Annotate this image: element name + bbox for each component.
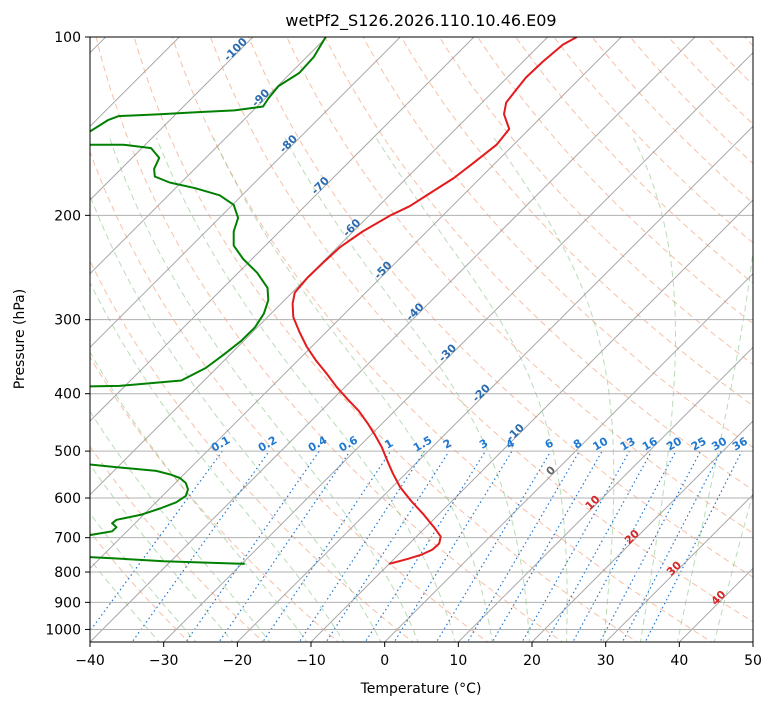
isotherm xyxy=(90,37,328,275)
dry-adiabat xyxy=(629,37,753,165)
mixing-ratio-line xyxy=(621,450,722,642)
x-tick-label: 50 xyxy=(744,653,762,669)
mixing-ratio-line xyxy=(185,450,320,642)
dewpoint-line xyxy=(90,37,327,565)
y-tick-label: 300 xyxy=(54,313,81,329)
x-axis-label: Temperature (°C) xyxy=(360,681,482,697)
dry-adiabat xyxy=(286,37,753,534)
isotherm xyxy=(604,493,753,642)
x-tick-label: 30 xyxy=(597,653,615,669)
dry-adiabat xyxy=(171,37,713,642)
profile-series xyxy=(90,37,578,565)
plot-frame xyxy=(89,36,754,643)
x-tick-label: 40 xyxy=(670,653,688,669)
y-tick-label: 1000 xyxy=(45,622,81,638)
y-tick-label: 500 xyxy=(54,444,81,460)
mixing-ratio-line xyxy=(393,450,513,642)
mixing-ratio-line xyxy=(364,450,486,642)
mixing-ratio-line xyxy=(218,450,351,642)
dry-adiabat xyxy=(248,37,753,578)
moist-adiabat xyxy=(90,512,197,642)
moist-adiabat xyxy=(90,351,308,642)
moist-adiabat xyxy=(493,137,615,642)
axes: −40 −30 −20 −10 0 10 20 30 40 50 100 200 300 400 500 60… xyxy=(45,30,762,669)
dry-adiabat xyxy=(210,37,753,623)
dry-adiabat xyxy=(400,37,753,407)
dry-adiabat xyxy=(515,37,753,284)
y-tick-label: 900 xyxy=(54,595,81,611)
isotherm xyxy=(90,37,549,496)
mixing-ratio-line xyxy=(131,450,270,642)
mixing-ratio-line xyxy=(466,450,580,642)
mixing-ratio-line xyxy=(521,450,631,642)
dry-adiabat xyxy=(133,37,638,642)
mixing-ratio-line xyxy=(572,450,677,642)
mixing-ratio-line xyxy=(644,450,743,642)
y-tick-label: 800 xyxy=(54,565,81,581)
isotherm xyxy=(90,37,696,642)
dry-adiabat xyxy=(95,37,564,642)
isotherm xyxy=(162,51,753,642)
isotherm xyxy=(90,37,475,422)
x-tick-label: 0 xyxy=(380,653,389,669)
isotherm xyxy=(383,272,753,642)
x-tick-label: −10 xyxy=(296,653,326,669)
x-tick-label: 20 xyxy=(523,653,541,669)
dry-adiabat xyxy=(90,445,265,642)
x-tick-label: −40 xyxy=(75,653,105,669)
isotherm xyxy=(236,125,753,642)
moist-adiabat xyxy=(90,410,271,642)
dry-adiabat xyxy=(90,259,414,642)
moist-adiabat xyxy=(90,194,382,642)
x-tick-label: −20 xyxy=(223,653,253,669)
y-tick-label: 600 xyxy=(54,491,81,507)
dry-adiabat xyxy=(438,37,753,366)
isotherm xyxy=(310,199,753,642)
y-tick-label: 100 xyxy=(54,30,81,46)
isotherm xyxy=(90,37,623,570)
y-tick-label: 200 xyxy=(54,208,81,224)
y-tick-label: 700 xyxy=(54,531,81,547)
y-axis-label: Pressure (hPa) xyxy=(12,289,28,389)
moist-adiabat xyxy=(713,491,753,642)
isotherm xyxy=(90,37,402,349)
background-lines xyxy=(90,37,753,642)
isotherm xyxy=(90,37,254,201)
dry-adiabat xyxy=(324,37,753,491)
x-tick-label: −30 xyxy=(149,653,179,669)
temperature-line xyxy=(291,37,578,565)
isotherm xyxy=(457,346,753,642)
x-tick-label: 10 xyxy=(449,653,467,669)
mixing-ratio-line xyxy=(262,450,392,642)
isotherm xyxy=(531,420,753,642)
moist-adiabat xyxy=(375,137,568,642)
mixing-ratio-line xyxy=(545,450,653,642)
dry-adiabat xyxy=(553,37,753,244)
moist-adiabat xyxy=(633,137,676,642)
y-tick-label: 400 xyxy=(54,387,81,403)
mixing-ratio-line xyxy=(435,450,552,642)
mixing-ratio-line xyxy=(491,450,603,642)
mixing-ratio-line xyxy=(599,450,702,642)
chart-title: wetPf2_S126.2026.110.10.46.E09 xyxy=(285,11,556,31)
